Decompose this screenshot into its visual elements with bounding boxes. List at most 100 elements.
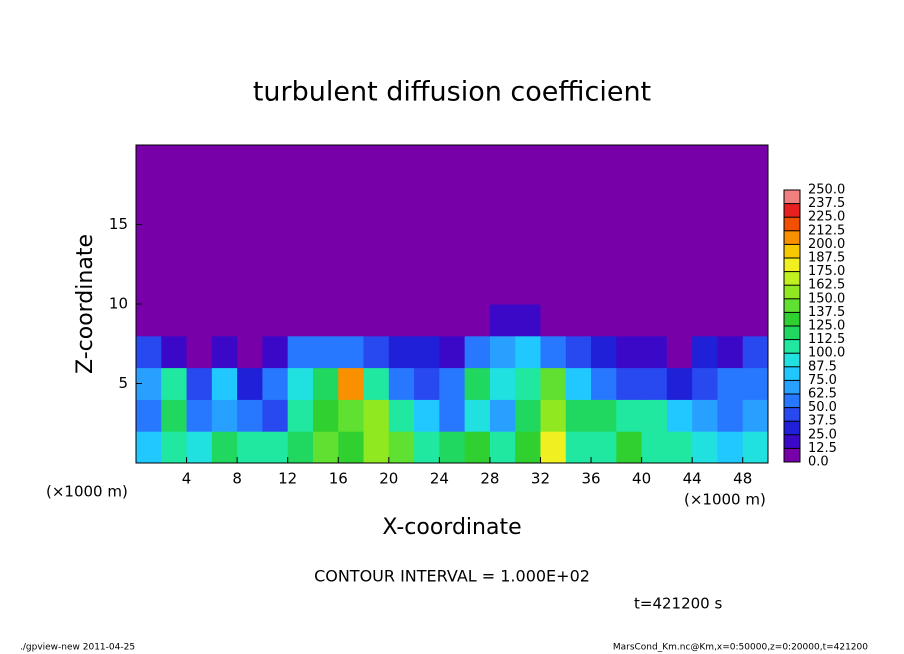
cell (616, 176, 643, 210)
cell (287, 367, 314, 400)
cell (692, 272, 718, 305)
cell (515, 431, 541, 464)
cell (515, 176, 541, 210)
y-tick-label: 15 (109, 215, 128, 233)
cell (414, 431, 440, 464)
cell (565, 272, 592, 305)
cell (211, 272, 238, 305)
colorbar-label: 50.0 (808, 400, 837, 415)
cell (565, 431, 592, 464)
cell (161, 272, 188, 305)
cell (742, 208, 769, 241)
cell (262, 304, 289, 337)
cell (287, 145, 314, 178)
cell (439, 145, 466, 178)
colorbar-label: 75.0 (808, 373, 837, 388)
cell (742, 272, 769, 305)
cell (186, 399, 213, 432)
cell (287, 335, 314, 369)
cell (742, 367, 769, 400)
y-tick-label: 5 (118, 374, 128, 392)
cell (136, 304, 162, 337)
cell (616, 335, 643, 369)
cell (312, 431, 339, 464)
cell (136, 431, 162, 464)
cell (312, 304, 339, 337)
cell (237, 145, 263, 178)
cell (641, 367, 668, 400)
cell (666, 399, 693, 432)
cell (717, 145, 744, 178)
cell (363, 272, 390, 305)
cell (616, 145, 643, 178)
cell (692, 176, 718, 210)
cell (489, 176, 516, 210)
cell (312, 208, 339, 241)
cell (641, 431, 668, 464)
cell (186, 145, 213, 178)
cell (262, 145, 289, 178)
cell (161, 208, 188, 241)
cell (515, 399, 541, 432)
cell (540, 399, 567, 432)
cell (338, 335, 365, 369)
cell (287, 272, 314, 305)
cell (388, 367, 415, 400)
cell (591, 208, 617, 241)
cell (262, 176, 289, 210)
cell (161, 335, 188, 369)
cell (616, 272, 643, 305)
x-tick-label: 44 (683, 470, 702, 488)
cell (262, 208, 289, 241)
cell (616, 367, 643, 400)
cell (742, 176, 769, 210)
colorbar-band (784, 244, 800, 258)
cell (464, 304, 491, 337)
cell (515, 335, 541, 369)
cell (464, 399, 491, 432)
cell (237, 176, 263, 210)
cell (489, 399, 516, 432)
cell (717, 272, 744, 305)
x-tick-label: 4 (182, 470, 192, 488)
cell (414, 367, 440, 400)
cell (591, 431, 617, 464)
colorbar-label: 200.0 (808, 237, 845, 252)
cell (742, 399, 769, 432)
cell (742, 145, 769, 178)
cell (489, 335, 516, 369)
cell (312, 367, 339, 400)
cell (414, 304, 440, 337)
colorbar-band (784, 339, 800, 354)
cell (464, 176, 491, 210)
colorbar-band (784, 258, 800, 272)
cell (388, 240, 415, 273)
cell (591, 335, 617, 369)
cell (591, 176, 617, 210)
cell (515, 208, 541, 241)
colorbar-label: 12.5 (808, 441, 837, 456)
cell (439, 240, 466, 273)
cell (641, 335, 668, 369)
colorbar-label: 150.0 (808, 291, 845, 306)
cell (489, 431, 516, 464)
x-tick-label: 16 (329, 470, 348, 488)
cell (540, 431, 567, 464)
colorbar-label: 162.5 (808, 278, 845, 293)
cell (363, 304, 390, 337)
cell (717, 208, 744, 241)
cell (464, 240, 491, 273)
cell (237, 431, 263, 464)
cell (515, 367, 541, 400)
cell (287, 304, 314, 337)
cell (388, 208, 415, 241)
cell (666, 240, 693, 273)
cell (388, 145, 415, 178)
cell (338, 240, 365, 273)
cell (211, 399, 238, 432)
x-axis-label: X-coordinate (382, 515, 521, 540)
cell (565, 335, 592, 369)
cell (464, 367, 491, 400)
cell (186, 208, 213, 241)
cell (363, 176, 390, 210)
